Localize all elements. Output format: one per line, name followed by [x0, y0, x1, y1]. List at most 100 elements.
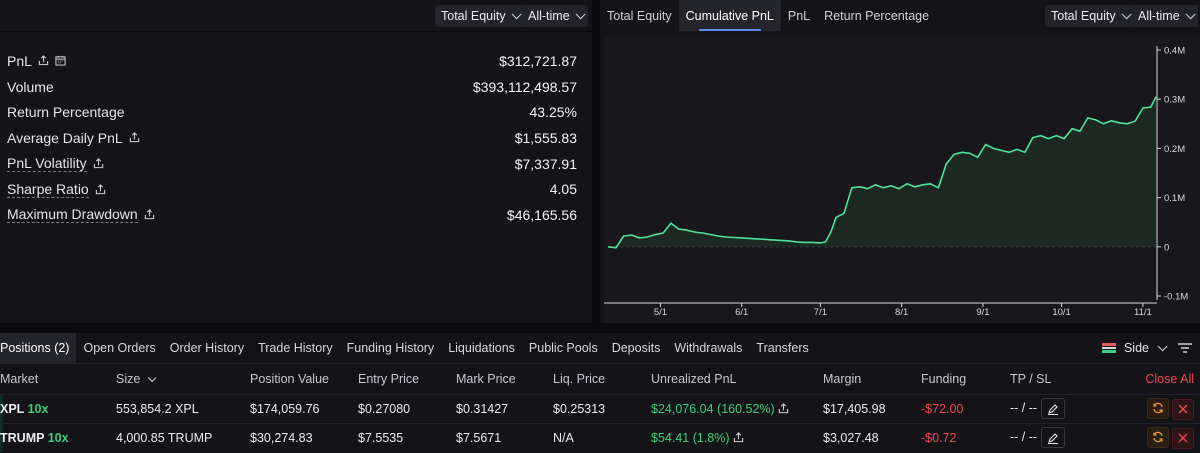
metric-volume: Volume $393,112,498.57 [7, 74, 577, 100]
filter-icon[interactable] [1178, 342, 1192, 354]
x-tick-label: 11/1 [1134, 307, 1152, 318]
share-icon[interactable] [778, 402, 789, 414]
funding-cell: -$72.00 [921, 393, 1010, 423]
metric-label: Volume [7, 78, 54, 95]
y-tick-label: -0.1M [1164, 292, 1188, 303]
tab-cumulative-pnl[interactable]: Cumulative PnL [678, 0, 781, 31]
unrealized-pnl-cell: $24,076.04 (160.52%) [651, 393, 823, 423]
metric-value: 4.05 [549, 181, 577, 198]
metric-average-daily-pnl: Average Daily PnL $1,555.83 [7, 125, 577, 151]
x-tick-label: 7/1 [814, 307, 827, 318]
close-position-button[interactable] [1172, 427, 1194, 449]
tab-return-percentage[interactable]: Return Percentage [824, 8, 930, 23]
share-icon[interactable] [95, 183, 106, 195]
chart-panel: Total Equity Cumulative PnL PnL Return P… [600, 0, 1200, 323]
cumulative-pnl-chart[interactable]: 0.4M 0.3M 0.2M 0.1M 0 -0.1M 5/1 6/1 7/1 8/1 9/1 10/… [604, 36, 1200, 323]
positions-table: Market Size Position Value Entry Price M… [0, 364, 1200, 452]
size-cell: 4,000.85 TRUMP [116, 422, 250, 452]
market-cell[interactable]: TRUMP 10x [0, 422, 116, 452]
share-icon[interactable] [733, 431, 744, 443]
edit-tpsl-button[interactable] [1040, 398, 1065, 419]
side-toggle-icon [1101, 343, 1116, 353]
col-liq-price: Liq. Price [553, 371, 606, 386]
metrics-list: PnL $312,721.87 Volume $393,112,498.57 R… [7, 48, 577, 228]
unrealized-pnl-cell: $54.41 (1.8%) [651, 422, 823, 452]
refresh-icon [1152, 432, 1163, 443]
position-value-cell: $30,274.83 [250, 422, 358, 452]
col-size-label: Size [116, 371, 141, 386]
chart-equity-dropdown[interactable]: Total Equity [1045, 5, 1134, 27]
share-icon[interactable] [38, 55, 49, 66]
metric-value: 43.25% [529, 104, 577, 121]
reverse-position-button[interactable] [1146, 397, 1169, 419]
position-value-cell: $174,059.76 [250, 393, 358, 423]
tpsl-cell: -- / -- [1010, 393, 1128, 423]
liq-price-cell: N/A [553, 422, 651, 452]
tab-positions[interactable]: Positions (2) [0, 332, 77, 364]
col-size[interactable]: Size [116, 364, 250, 394]
table-row[interactable]: TRUMP 10x 4,000.85 TRUMP $30,274.83 $7.5… [0, 422, 1200, 452]
positions-tabs: Positions (2) Open Orders Order History … [0, 332, 1200, 364]
close-icon [1178, 433, 1188, 443]
chart-tabs: Total Equity Cumulative PnL PnL Return P… [600, 0, 936, 32]
close-position-button[interactable] [1172, 398, 1194, 420]
close-all-button[interactable]: Close All [1145, 371, 1194, 386]
metric-pnl: PnL $312,721.87 [7, 48, 577, 74]
share-icon[interactable] [144, 209, 155, 220]
pnl-area-fill [608, 96, 1156, 248]
metric-label: Return Percentage [7, 104, 125, 121]
metric-maximum-drawdown: Maximum Drawdown $46,165.56 [7, 202, 577, 228]
tab-pnl[interactable]: PnL [787, 8, 811, 23]
tab-liquidations[interactable]: Liquidations [448, 341, 515, 355]
tab-open-orders[interactable]: Open Orders [83, 341, 156, 355]
share-icon[interactable] [93, 158, 104, 169]
account-stats-panel: Total Equity All-time PnL $312,721.87 Vo… [0, 0, 592, 323]
metric-label: Maximum Drawdown [7, 206, 138, 224]
col-position-value: Position Value [250, 371, 329, 386]
tab-deposits[interactable]: Deposits [611, 341, 661, 355]
mark-price-cell: $7.5671 [456, 422, 553, 452]
pnl-series-line [607, 96, 1157, 249]
side-sort-control[interactable]: Side [1101, 340, 1192, 355]
entry-price-cell: $7.5535 [358, 422, 456, 452]
tab-order-history[interactable]: Order History [169, 341, 245, 355]
unrealized-pnl-value: $24,076.04 (160.52%) [651, 401, 775, 416]
tab-public-pools[interactable]: Public Pools [528, 341, 598, 355]
metric-value: $7,337.91 [514, 155, 577, 172]
tab-funding-history[interactable]: Funding History [346, 341, 435, 355]
y-tick-label: 0.3M [1164, 95, 1185, 106]
positions-panel: Positions (2) Open Orders Order History … [0, 332, 1200, 453]
col-funding: Funding [921, 371, 967, 386]
margin-cell: $3,027.48 [823, 422, 921, 452]
equity-dropdown[interactable]: Total Equity [435, 5, 524, 27]
table-row[interactable]: XPL 10x 553,854.2 XPL $174,059.76 $0.270… [0, 393, 1200, 423]
market-cell[interactable]: XPL 10x [0, 393, 116, 423]
chevron-down-icon [1157, 340, 1168, 351]
tab-total-equity[interactable]: Total Equity [607, 8, 672, 23]
tab-withdrawals[interactable]: Withdrawals [674, 341, 743, 355]
tab-trade-history[interactable]: Trade History [258, 341, 333, 355]
tpsl-value: -- / -- [1010, 430, 1038, 445]
pencil-icon [1047, 432, 1058, 444]
tab-transfers[interactable]: Transfers [756, 341, 809, 355]
metric-return-percentage: Return Percentage 43.25% [7, 99, 577, 125]
edit-tpsl-button[interactable] [1040, 427, 1065, 449]
mark-price-cell: $0.31427 [456, 393, 553, 423]
metric-value: $1,555.83 [514, 129, 577, 146]
reverse-position-button[interactable] [1146, 426, 1169, 448]
share-icon[interactable] [129, 132, 140, 143]
chevron-down-icon [1185, 8, 1196, 19]
row-actions [1128, 422, 1200, 452]
unrealized-pnl-value: $54.41 (1.8%) [651, 430, 730, 445]
range-dropdown[interactable]: All-time [522, 5, 588, 27]
y-tick-label: 0.2M [1164, 144, 1185, 155]
margin-cell: $17,405.98 [823, 393, 921, 423]
calendar-icon[interactable] [55, 55, 66, 66]
metric-label: PnL Volatility [7, 155, 87, 173]
chart-range-dropdown[interactable]: All-time [1132, 5, 1198, 27]
side-label: Side [1123, 341, 1149, 355]
metric-label: Average Daily PnL [7, 129, 123, 146]
row-actions [1128, 393, 1200, 423]
x-tick-label: 5/1 [654, 307, 667, 318]
chevron-down-icon [1121, 8, 1132, 19]
